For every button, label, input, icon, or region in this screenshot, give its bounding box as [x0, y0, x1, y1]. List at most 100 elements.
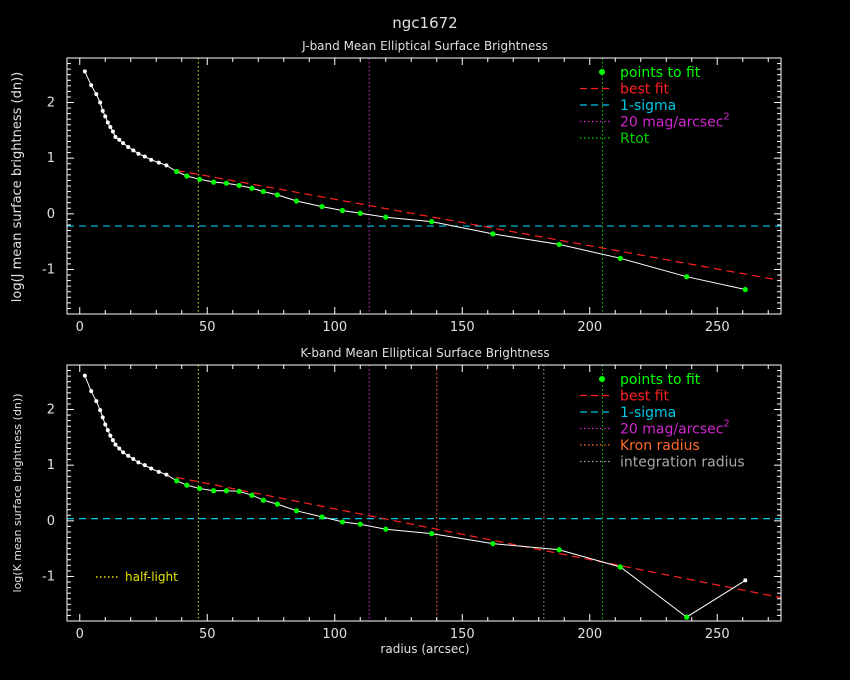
- top-panel-title: J-band Mean Elliptical Surface Brightnes…: [301, 39, 548, 53]
- x-axis-label: radius (arcsec): [380, 642, 469, 656]
- fit-point: [429, 531, 435, 537]
- legend-label: 20 mag/arcsec2: [620, 112, 730, 131]
- legend-label-text: best fit: [620, 389, 670, 405]
- fit-point: [617, 255, 623, 261]
- data-point: [126, 453, 131, 458]
- fit-point: [383, 526, 389, 532]
- data-point: [113, 135, 118, 140]
- legend-label: best fit: [620, 389, 670, 405]
- fit-point: [184, 482, 190, 488]
- y-tick-label: 0: [47, 514, 55, 529]
- fit-point: [211, 179, 217, 185]
- fit-point: [184, 173, 190, 179]
- fit-point: [174, 168, 180, 175]
- data-point: [121, 450, 126, 455]
- data-point: [89, 83, 94, 88]
- y-tick-label: 1: [47, 458, 55, 473]
- y-tick-label: 0: [47, 207, 55, 222]
- y-tick-label: -1: [42, 569, 55, 584]
- data-point: [149, 157, 154, 162]
- fit-point: [223, 180, 229, 186]
- legend-label-text: 20 mag/arcsec: [620, 422, 723, 438]
- best-fit-line: [176, 169, 782, 282]
- data-point: [131, 148, 136, 153]
- fit-point: [684, 274, 690, 280]
- fit-point: [236, 182, 242, 189]
- legend-label: integration radius: [620, 455, 745, 471]
- y-tick-label: -1: [42, 262, 55, 277]
- fit-point: [260, 188, 266, 195]
- fit-point: [293, 198, 300, 204]
- fit-point: [617, 564, 623, 570]
- x-tick-label: 0: [76, 627, 84, 642]
- data-point: [117, 446, 122, 451]
- legend-label: points to fit: [620, 65, 701, 81]
- fit-point: [174, 478, 180, 484]
- legend-label-superscript: 2: [723, 112, 729, 123]
- data-point: [121, 141, 126, 146]
- legend-label-text: Rtot: [620, 131, 650, 147]
- data-point: [156, 160, 161, 165]
- data-point: [156, 469, 161, 474]
- legend-label-text: points to fit: [620, 372, 701, 388]
- data-point: [142, 463, 147, 468]
- x-tick-label: 200: [577, 627, 602, 642]
- fit-point: [742, 286, 748, 293]
- half-light-label: half-light: [125, 570, 178, 584]
- legend-label-text: points to fit: [620, 65, 701, 81]
- data-point: [136, 151, 141, 156]
- fit-point: [339, 519, 345, 525]
- data-point: [131, 457, 136, 462]
- fit-point: [260, 497, 266, 503]
- fit-point: [490, 541, 496, 547]
- data-point: [105, 428, 110, 433]
- x-tick-label: 50: [199, 320, 216, 335]
- fit-point: [556, 241, 562, 248]
- fit-point: [319, 514, 325, 520]
- legend-label-text: integration radius: [620, 455, 745, 471]
- data-point: [103, 114, 108, 119]
- fit-point: [319, 203, 325, 210]
- fit-point: [211, 488, 217, 494]
- fit-point: [429, 219, 435, 225]
- fit-point: [249, 492, 255, 498]
- legend-label-superscript: 2: [723, 419, 729, 430]
- x-tick-label: 200: [577, 320, 602, 335]
- best-fit-line: [176, 476, 782, 599]
- data-point: [126, 145, 131, 150]
- x-tick-label: 150: [450, 320, 475, 335]
- data-point: [100, 108, 105, 113]
- x-tick-label: 250: [705, 627, 730, 642]
- legend-label: 20 mag/arcsec2: [620, 419, 730, 438]
- fit-point: [197, 176, 203, 182]
- data-point: [98, 100, 103, 105]
- legend-label: 1-sigma: [620, 98, 676, 114]
- fit-point: [223, 488, 229, 494]
- data-point: [98, 408, 103, 413]
- data-point: [110, 438, 115, 443]
- y-tick-label: 2: [47, 403, 55, 418]
- data-point: [108, 433, 113, 438]
- data-point: [89, 389, 94, 394]
- data-point: [113, 442, 118, 447]
- data-point: [149, 466, 154, 471]
- data-point: [105, 120, 110, 125]
- fit-point: [383, 214, 389, 220]
- figure-title: ngc1672: [392, 14, 457, 32]
- legend-marker: [599, 376, 605, 382]
- data-point: [103, 422, 108, 427]
- data-point: [743, 578, 748, 583]
- fit-point: [293, 508, 300, 514]
- fit-point: [490, 231, 496, 237]
- data-point: [100, 415, 105, 420]
- data-point: [164, 472, 169, 477]
- x-tick-label: 100: [322, 627, 347, 642]
- fit-point: [236, 488, 242, 494]
- x-tick-label: 150: [450, 627, 475, 642]
- x-tick-label: 0: [76, 320, 84, 335]
- bottom-y-axis-label: log(K mean surface brightness (dn)): [11, 394, 24, 593]
- legend-label: points to fit: [620, 372, 701, 388]
- fit-point: [357, 521, 363, 527]
